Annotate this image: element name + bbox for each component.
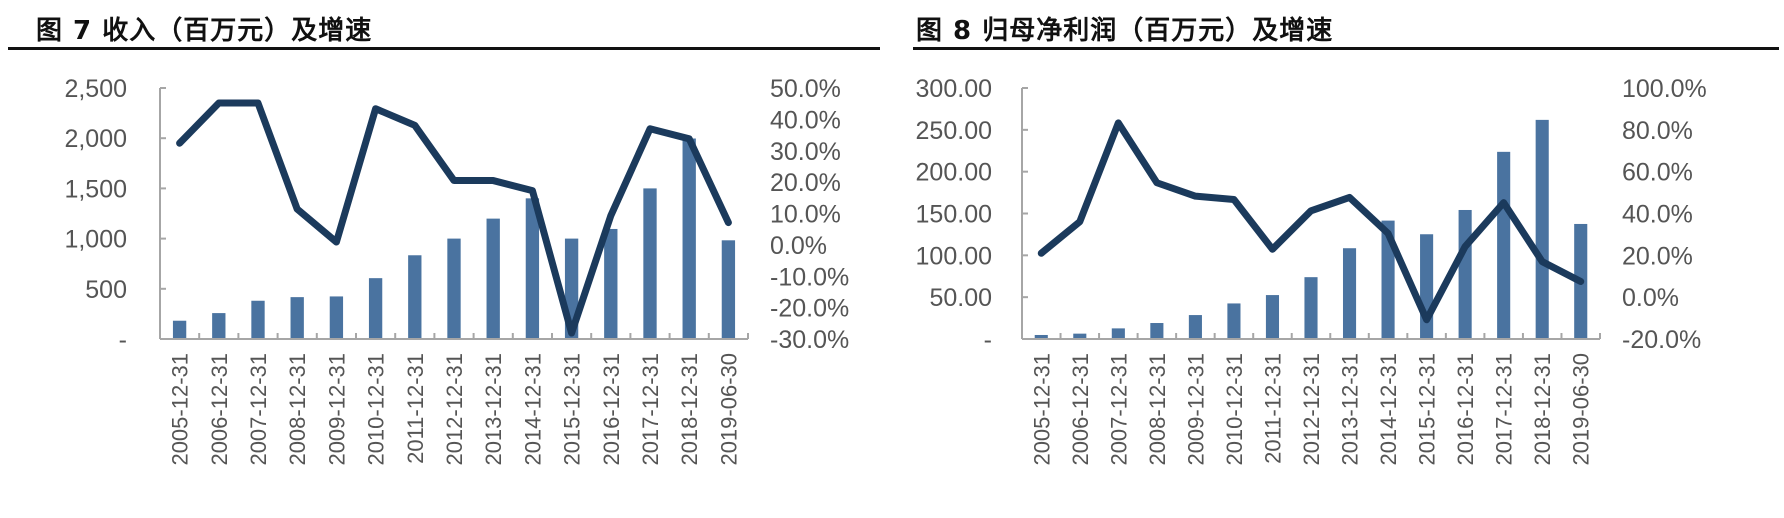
bar-2010-12-31 (368, 278, 383, 339)
left-axis-tick-label: 100.00 (916, 242, 992, 270)
x-axis-category-label: 2006-12-31 (207, 353, 232, 466)
bar-2012-12-31 (1304, 277, 1318, 339)
bar-2011-12-31 (408, 255, 422, 339)
left-axis-tick-label: - (119, 326, 127, 354)
x-axis-category-label: 2007-12-31 (1106, 353, 1131, 466)
x-axis-category-label: 2011-12-31 (1260, 353, 1285, 464)
x-axis-category-label: 2006-12-31 (1068, 353, 1093, 466)
bar-2014-12-31 (525, 198, 540, 339)
x-axis-category-label: 2016-12-31 (599, 353, 624, 466)
x-axis-category-label: 2012-12-31 (442, 353, 467, 466)
x-axis-category-label: 2015-12-31 (1415, 353, 1440, 466)
growth-rate-line (176, 99, 732, 337)
x-axis-category-label: 2019-06-30 (1569, 353, 1594, 466)
bar-2007-12-31 (251, 300, 265, 339)
bar-2005-12-31 (172, 320, 187, 339)
bar-2012-12-31 (447, 238, 461, 339)
bar-2006-12-31 (1073, 333, 1087, 339)
x-axis-category-label: 2010-12-31 (1222, 353, 1247, 466)
right-axis-tick-label: 10.0% (770, 201, 841, 229)
left-axis-tick-label: - (984, 326, 992, 354)
figure-7-title-rule (8, 47, 880, 50)
x-axis-category-label: 2005-12-31 (1029, 353, 1054, 466)
bar-2018-12-31 (1535, 119, 1549, 339)
x-axis-category-label: 2013-12-31 (481, 353, 506, 466)
bar-2014-12-31 (1381, 220, 1395, 339)
figure-7-title: 图 7 收入（百万元）及增速 (36, 16, 373, 46)
bar-2016-12-31 (1458, 209, 1472, 339)
bar-2017-12-31 (643, 188, 657, 339)
right-axis-tick-label: 40.0% (770, 106, 841, 134)
left-axis-tick-label: 1,000 (64, 226, 127, 254)
right-axis-tick-label: 20.0% (770, 169, 841, 197)
left-axis-tick-label: 150.00 (916, 201, 992, 229)
bar-2008-12-31 (290, 297, 304, 339)
x-axis-category-label: 2012-12-31 (1299, 353, 1324, 466)
x-axis-category-label: 2015-12-31 (560, 353, 585, 466)
right-axis-tick-label: -20.0% (1622, 326, 1701, 354)
x-axis-category-label: 2009-12-31 (324, 353, 349, 466)
growth-rate-line (1037, 119, 1585, 324)
left-axis-tick-label: 200.00 (916, 159, 992, 187)
bar-2017-12-31 (1497, 151, 1511, 339)
left-axis-tick-label: 1,500 (64, 175, 127, 203)
x-axis-category-label: 2013-12-31 (1338, 353, 1363, 466)
left-axis-tick-label: 2,000 (64, 125, 127, 153)
figure-8-panel: 图 8 归母净利润（百万元）及增速 - 50.00 100.00 150.00 200.… (892, 0, 1784, 518)
bar-2015-12-31 (1420, 234, 1434, 339)
x-axis-category-label: 2014-12-31 (520, 353, 545, 466)
x-axis-category-label: 2010-12-31 (364, 353, 389, 466)
x-axis-category-label: 2011-12-31 (403, 353, 428, 464)
bar-2009-12-31 (329, 296, 344, 339)
bar-2019-06-30 (721, 240, 736, 339)
x-axis-category-label: 2014-12-31 (1376, 353, 1401, 466)
left-axis-tick-label: 300.00 (916, 75, 992, 103)
x-axis-category-label: 2016-12-31 (1453, 353, 1478, 466)
x-axis-category-label: 2008-12-31 (285, 353, 310, 466)
right-axis-tick-label: 20.0% (1622, 242, 1693, 270)
right-axis-tick-label: -20.0% (770, 295, 849, 323)
bar-2016-12-31 (604, 228, 618, 339)
x-axis-category-label: 2017-12-31 (1492, 353, 1517, 466)
bar-2011-12-31 (1265, 295, 1280, 339)
bar-2018-12-31 (682, 138, 696, 339)
right-axis-tick-label: 0.0% (1622, 284, 1679, 312)
right-axis-tick-label: 0.0% (770, 232, 827, 260)
right-axis-tick-label: 40.0% (1622, 201, 1693, 229)
right-axis-tick-label: 30.0% (770, 138, 841, 166)
x-axis-category-label: 2009-12-31 (1183, 353, 1208, 466)
left-axis-tick-label: 2,500 (64, 75, 127, 103)
bar-2006-12-31 (212, 313, 226, 339)
right-axis-tick-label: 100.0% (1622, 75, 1707, 103)
x-axis-category-label: 2018-12-31 (677, 353, 702, 466)
right-axis-tick-label: -10.0% (770, 263, 849, 291)
figure-8-chart: - 50.00 100.00 150.00 200.00 250.00 300.00 -20.… (916, 75, 1707, 466)
bar-2005-12-31 (1034, 334, 1048, 339)
figure-7-panel: 图 7 收入（百万元）及增速 -500 1,000 1,500 2,000 2,500-… (8, 16, 880, 466)
x-axis-category-label: 2017-12-31 (638, 353, 663, 466)
bar-2007-12-31 (1111, 328, 1125, 339)
x-axis-category-label: 2018-12-31 (1530, 353, 1555, 466)
bar-2013-12-31 (486, 218, 500, 339)
x-axis-category-label: 2005-12-31 (168, 353, 193, 466)
x-axis-category-label: 2008-12-31 (1145, 353, 1170, 466)
left-axis-tick-label: 250.00 (916, 117, 992, 145)
right-axis-tick-label: -30.0% (770, 326, 849, 354)
bar-2009-12-31 (1188, 315, 1202, 339)
x-axis-category-label: 2007-12-31 (246, 353, 271, 466)
bar-2008-12-31 (1150, 323, 1164, 339)
right-axis-tick-label: 80.0% (1622, 117, 1693, 145)
left-axis-tick-label: 50.00 (929, 284, 992, 312)
figure-7-chart: - 500 1,000 1,500 2,000 2,500 -30.0% -20.0% -10.… (64, 75, 849, 466)
bar-2013-12-31 (1342, 248, 1357, 339)
left-axis-tick-label: 500 (85, 276, 127, 304)
figure-8-title: 图 8 归母净利润（百万元）及增速 (916, 16, 1334, 46)
figure-8-title-rule (913, 47, 1779, 50)
bar-2010-12-31 (1227, 303, 1241, 339)
right-axis-tick-label: 60.0% (1622, 159, 1693, 187)
x-axis-category-label: 2019-06-30 (716, 353, 741, 466)
right-axis-tick-label: 50.0% (770, 75, 841, 103)
